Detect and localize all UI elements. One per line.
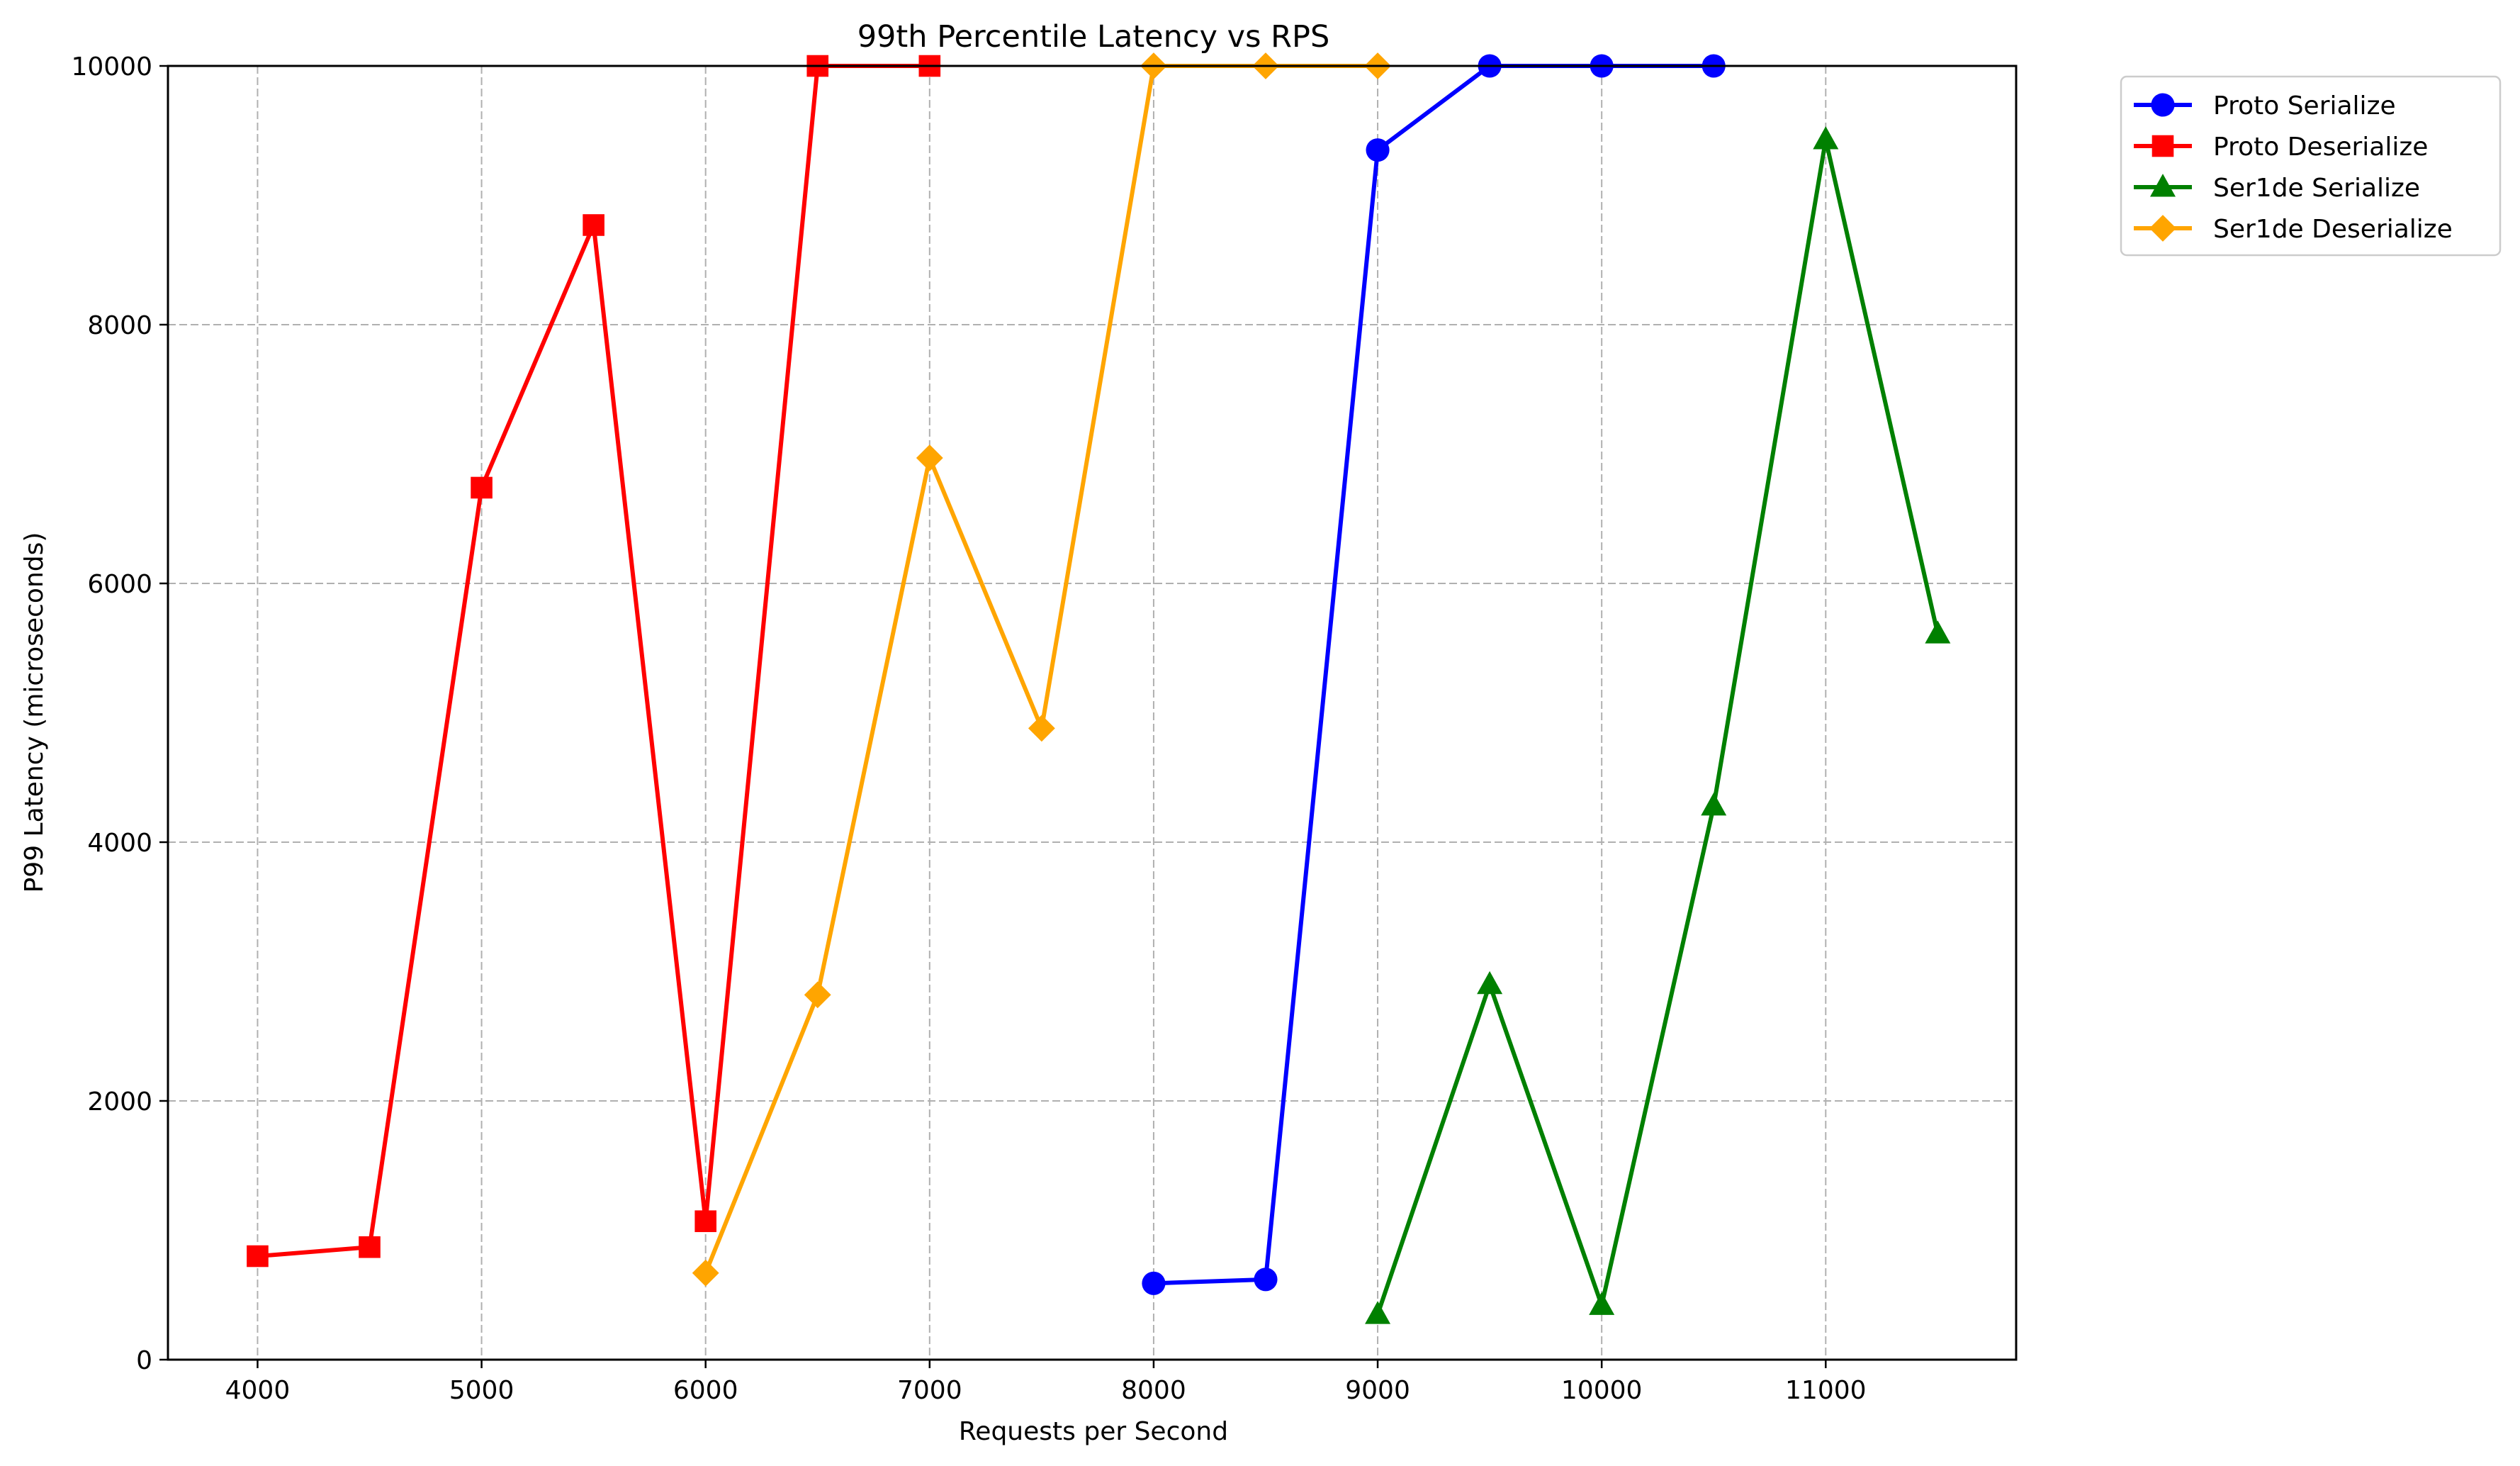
marker-layer (247, 52, 1951, 1324)
data-point-ser1de-deserialize (804, 981, 831, 1009)
x-tick-label: 4000 (225, 1376, 291, 1405)
y-tick-label: 10000 (71, 52, 152, 82)
data-point-ser1de-serialize (1701, 793, 1727, 816)
legend-label-proto-serialize: Proto Serialize (2213, 91, 2396, 121)
chart-title: 99th Percentile Latency vs RPS (857, 19, 1330, 55)
data-point-ser1de-deserialize (916, 444, 943, 471)
x-tick-label: 8000 (1121, 1376, 1186, 1405)
y-tick-label: 4000 (87, 829, 152, 858)
data-point-proto-deserialize (694, 1210, 716, 1233)
legend-label-ser1de-deserialize: Ser1de Deserialize (2213, 215, 2453, 244)
x-tick-label: 7000 (897, 1376, 962, 1405)
y-tick-label: 6000 (87, 570, 152, 599)
y-tick-label: 0 (136, 1346, 152, 1375)
legend-label-ser1de-serialize: Ser1de Serialize (2213, 174, 2420, 203)
data-point-ser1de-deserialize (692, 1259, 719, 1287)
data-point-ser1de-serialize (1477, 970, 1503, 995)
x-axis-label: Requests per Second (959, 1417, 1228, 1446)
legend-marker-ser1de-deserialize (2149, 215, 2176, 242)
data-point-proto-serialize (1142, 1271, 1166, 1295)
x-tick-label: 5000 (449, 1376, 514, 1405)
y-tick-label: 2000 (87, 1087, 152, 1117)
data-point-ser1de-serialize (1813, 126, 1839, 150)
x-ticks: 4000 5000 6000 7000 8000 9000 10000 11000 (225, 1360, 1867, 1405)
data-point-ser1de-serialize (1925, 620, 1951, 644)
data-point-proto-serialize (1254, 1268, 1278, 1292)
data-point-ser1de-serialize (1365, 1301, 1391, 1324)
x-tick-label: 6000 (673, 1376, 738, 1405)
data-point-ser1de-serialize (1589, 1292, 1615, 1315)
legend-marker-proto-serialize (2151, 93, 2175, 117)
data-point-proto-deserialize (359, 1236, 381, 1258)
series-line-ser1de-serialize (1376, 138, 1940, 1316)
data-point-proto-deserialize (471, 476, 493, 499)
x-tick-label: 9000 (1345, 1376, 1410, 1405)
legend-box (2120, 75, 2502, 257)
x-tick-label: 11000 (1785, 1376, 1867, 1405)
data-point-proto-deserialize (247, 1245, 269, 1268)
y-tick-label: 8000 (87, 311, 152, 340)
data-point-ser1de-deserialize (1028, 715, 1055, 742)
x-tick-label: 10000 (1561, 1376, 1643, 1405)
legend-label-proto-deserialize: Proto Deserialize (2213, 133, 2428, 162)
plot-frame (167, 65, 2018, 1361)
y-axis-label: P99 Latency (microseconds) (20, 532, 49, 893)
y-ticks: 0 2000 4000 6000 8000 10000 (71, 52, 168, 1375)
legend-marker-proto-deserialize (2151, 135, 2174, 157)
legend-marker-ser1de-serialize (2150, 174, 2176, 197)
legend: Proto Serialize Proto Deserialize Ser1de S… (2120, 75, 2502, 257)
data-point-proto-serialize (1366, 138, 1390, 162)
data-point-proto-deserialize (583, 214, 604, 236)
